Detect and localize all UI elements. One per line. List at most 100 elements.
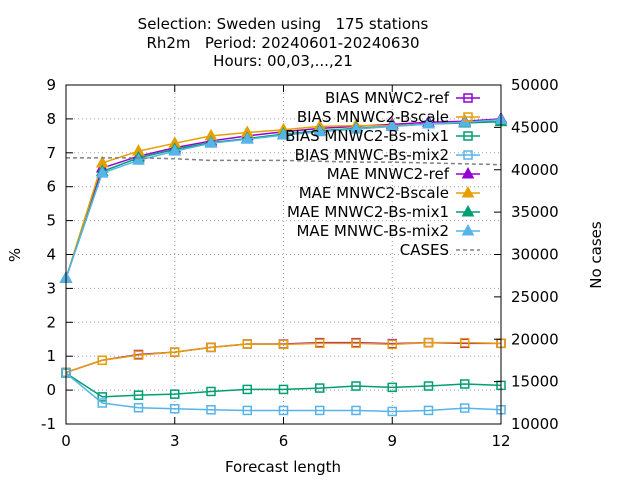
data-point — [387, 382, 397, 393]
data-point — [97, 392, 107, 402]
data-point — [313, 124, 327, 137]
data-point — [461, 185, 475, 198]
legend-label: MAE MNWC2-Bs-mix1 — [287, 203, 449, 221]
chart-title-line-3: Hours: 00,03,...,21 — [213, 52, 353, 70]
y2-tick-label: 25000 — [511, 288, 559, 306]
legend-entry: BIAS MNWC2-Bscale — [297, 108, 480, 126]
y2-tick-label: 50000 — [511, 76, 559, 94]
data-point — [385, 119, 399, 131]
data-point — [206, 386, 216, 397]
y-axis-label: % — [6, 248, 24, 262]
legend-entry: MAE MNWC2-Bscale — [299, 184, 480, 202]
series-line — [66, 157, 502, 166]
data-point — [133, 350, 144, 360]
data-point — [133, 390, 144, 400]
data-point — [461, 223, 475, 236]
data-point — [463, 150, 473, 160]
y-tick-label: 4 — [46, 246, 56, 264]
data-point — [463, 131, 473, 141]
data-point — [170, 403, 180, 414]
x-tick-label: 12 — [491, 432, 510, 450]
data-point — [97, 398, 107, 408]
series-layer — [59, 111, 508, 417]
data-point — [242, 405, 252, 416]
y-tick-label: 3 — [46, 279, 56, 297]
series-line — [65, 341, 502, 374]
data-point — [349, 122, 363, 134]
series-cases — [66, 157, 502, 166]
y2-tick-label: 15000 — [511, 373, 559, 391]
data-point — [387, 406, 397, 417]
x-tick-label: 6 — [279, 432, 289, 450]
data-point — [97, 355, 107, 366]
x-tick-label: 0 — [61, 432, 71, 450]
data-point — [315, 383, 325, 393]
data-point — [460, 337, 470, 348]
data-point — [170, 347, 180, 357]
y2-tick-label: 20000 — [511, 330, 559, 348]
y2-tick-label: 10000 — [511, 415, 559, 433]
y-tick-label: 0 — [46, 381, 56, 399]
data-point — [422, 116, 435, 129]
data-point — [206, 405, 216, 415]
data-point — [277, 128, 290, 140]
series-line — [65, 372, 502, 398]
data-point — [461, 204, 475, 217]
data-point — [351, 338, 361, 349]
data-point — [204, 136, 218, 148]
legend-label: BIAS MNWC2-ref — [325, 89, 450, 107]
legend-entry: MAE MNWC2-ref — [327, 165, 480, 183]
y2-tick-label: 45000 — [511, 118, 559, 136]
data-point — [133, 402, 144, 413]
series-bias-mnwc-bs-mix2 — [61, 368, 506, 417]
y-tick-label: 9 — [46, 76, 56, 94]
data-point — [463, 93, 473, 103]
y2-tick-label: 30000 — [511, 246, 559, 264]
data-point — [351, 381, 361, 391]
data-point — [423, 405, 434, 416]
x-tick-label: 3 — [170, 432, 180, 450]
data-point — [460, 403, 470, 413]
legend-entry: BIAS MNWC-Bs-mix2 — [295, 146, 480, 164]
legend-entry: BIAS MNWC2-Bs-mix1 — [285, 127, 480, 145]
x-axis-label: Forecast length — [225, 458, 341, 476]
data-point — [463, 112, 473, 122]
y-tick-label: 2 — [46, 313, 56, 331]
series-bias-mnwc2-bs-mix1 — [61, 368, 506, 402]
legend-entry: MAE MNWC2-Bs-mix1 — [287, 203, 480, 221]
y-tick-label: -1 — [41, 415, 56, 433]
data-point — [95, 166, 109, 178]
y-tick-label: 8 — [46, 110, 56, 128]
series-line — [65, 372, 502, 413]
data-point — [206, 342, 216, 353]
legend-label: BIAS MNWC2-Bscale — [297, 108, 449, 126]
chart-title-line-1: Selection: Sweden using 175 stations — [138, 15, 429, 33]
data-point — [170, 389, 180, 399]
data-point — [168, 144, 182, 156]
y2-tick-label: 40000 — [511, 161, 559, 179]
data-point — [278, 405, 289, 416]
legend-label: CASES — [400, 241, 449, 259]
y-tick-label: 6 — [46, 178, 56, 196]
data-point — [315, 338, 325, 349]
data-point — [423, 381, 434, 391]
legend-label: MAE MNWC-Bs-mix2 — [296, 222, 449, 240]
data-point — [132, 153, 145, 165]
legend-entry: MAE MNWC-Bs-mix2 — [296, 222, 480, 240]
data-point — [242, 339, 252, 349]
y2-tick-label: 35000 — [511, 203, 559, 221]
data-point — [278, 384, 289, 395]
data-point — [278, 339, 289, 350]
legend-label: MAE MNWC2-ref — [327, 165, 450, 183]
x-tick-label: 9 — [387, 432, 397, 450]
y-tick-label: 7 — [46, 144, 56, 162]
y2-axis-label: No cases — [587, 221, 605, 289]
legend-entry: BIAS MNWC2-ref — [325, 89, 480, 107]
legend-label: BIAS MNWC2-Bs-mix1 — [285, 127, 449, 145]
legend-entry: CASES — [400, 241, 480, 259]
ticks: 0 3 6 9 12-101234567891000015000200002500030… — [41, 76, 559, 450]
chart-title-line-2: Rh2m Period: 20240601-20240630 — [146, 34, 419, 52]
legend-label: BIAS MNWC-Bs-mix2 — [295, 146, 449, 164]
